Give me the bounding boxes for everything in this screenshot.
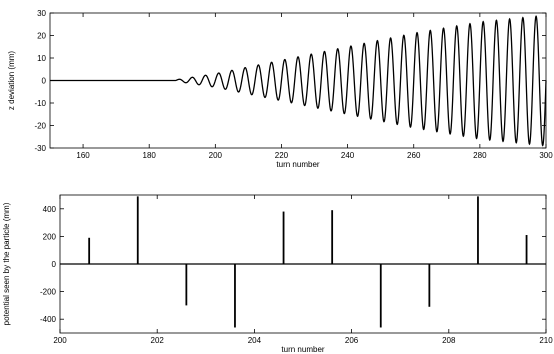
bot-x-tick-label: 206 — [345, 336, 359, 345]
bottom-chart: 200 202 204 206 208 210 -400 -200 0 200 400 turn … — [2, 194, 553, 354]
top-chart: 160 180 200 220 240 260 280 300 -30 -20 -10 0 10 20 3… — [7, 9, 553, 169]
top-y-tick-label: 20 — [37, 32, 46, 41]
top-y-axis-label: z deviation (mm) — [7, 51, 16, 110]
bottom-series-spikes — [88, 196, 528, 328]
bottom-y-axis-label: potential seen by the particle (mm) — [2, 202, 11, 325]
top-y-tick-label: -20 — [34, 122, 46, 131]
bot-y-tick-label: -400 — [40, 315, 57, 324]
top-x-tick-label: 280 — [473, 151, 487, 160]
top-y-tick-label: 0 — [42, 77, 47, 86]
top-x-axis-label: turn number — [276, 160, 319, 169]
bot-x-tick-label: 200 — [53, 336, 67, 345]
bottom-x-axis-label: turn number — [281, 345, 324, 354]
bot-x-tick-label: 202 — [151, 336, 165, 345]
top-y-tick-label: -10 — [34, 99, 46, 108]
bot-y-tick-label: 200 — [43, 232, 57, 241]
top-series-line — [50, 15, 547, 147]
bot-y-tick-label: 0 — [52, 260, 57, 269]
top-x-ticks: 160 180 200 220 240 260 280 300 — [76, 13, 553, 160]
bot-x-tick-label: 208 — [442, 336, 456, 345]
top-x-tick-label: 160 — [76, 151, 90, 160]
top-x-tick-label: 180 — [143, 151, 157, 160]
top-x-tick-label: 260 — [407, 151, 421, 160]
top-x-tick-label: 300 — [539, 151, 553, 160]
bot-x-tick-label: 210 — [539, 336, 553, 345]
bot-y-tick-label: -200 — [40, 288, 57, 297]
bottom-y-ticks: -400 -200 0 200 400 — [40, 205, 546, 324]
bot-x-tick-label: 204 — [248, 336, 262, 345]
top-y-ticks: -30 -20 -10 0 10 20 30 — [34, 9, 546, 153]
top-y-tick-label: -30 — [34, 144, 46, 153]
top-y-tick-label: 30 — [37, 9, 46, 18]
bot-y-tick-label: 400 — [43, 205, 57, 214]
top-y-tick-label: 10 — [37, 54, 46, 63]
top-x-tick-label: 220 — [275, 151, 289, 160]
top-x-tick-label: 200 — [209, 151, 223, 160]
bottom-x-ticks: 200 202 204 206 208 210 — [53, 195, 553, 345]
top-x-tick-label: 240 — [341, 151, 355, 160]
